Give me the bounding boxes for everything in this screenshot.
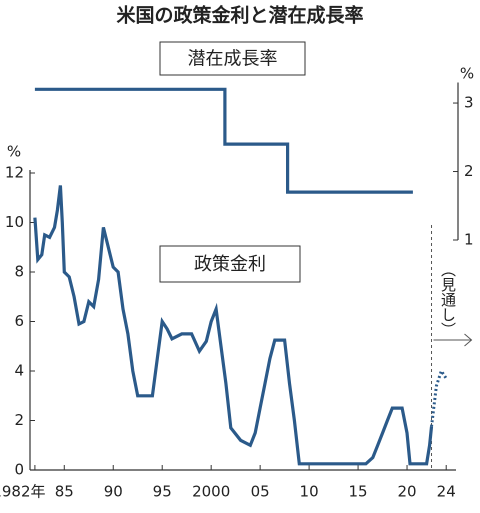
y-tick-label: 2	[14, 411, 24, 429]
y-tick-label: 8	[14, 263, 24, 281]
series-line	[33, 185, 434, 466]
x-tick-label: 15	[349, 483, 368, 501]
x-tick-label: 2000	[192, 483, 230, 501]
series-label: 政策金利	[194, 254, 266, 275]
y2-tick-label: 1	[464, 231, 474, 249]
x-tick-label: 24	[437, 483, 456, 501]
x-tick-label: 10	[300, 483, 319, 501]
y-unit: %	[7, 143, 21, 161]
y2-tick-label: 3	[464, 94, 474, 112]
chart-title: 米国の政策金利と潜在成長率	[116, 4, 363, 27]
series-label-box	[159, 41, 306, 76]
series-line	[430, 367, 448, 427]
x-tick-label: 90	[104, 483, 123, 501]
y-tick-label: 4	[14, 362, 24, 380]
forecast-annotation: （見通し）	[439, 262, 457, 337]
x-tick-label: 20	[397, 483, 416, 501]
y-tick-label: 10	[5, 213, 24, 231]
y-tick-label: 0	[14, 461, 24, 479]
y2-tick-label: 2	[464, 162, 474, 180]
series-label-box	[159, 245, 301, 283]
y2-unit: %	[460, 65, 474, 83]
forecast-arrow	[433, 333, 473, 347]
x-tick-label: 85	[55, 483, 74, 501]
y-tick-label: 6	[14, 312, 24, 330]
x-tick-label: 95	[153, 483, 172, 501]
x-tick-label: 05	[251, 483, 270, 501]
y-tick-label: 12	[5, 164, 24, 182]
x-tick-label: 1982年	[0, 483, 45, 501]
series-line	[34, 87, 413, 194]
series-label: 潜在成長率	[188, 49, 278, 70]
